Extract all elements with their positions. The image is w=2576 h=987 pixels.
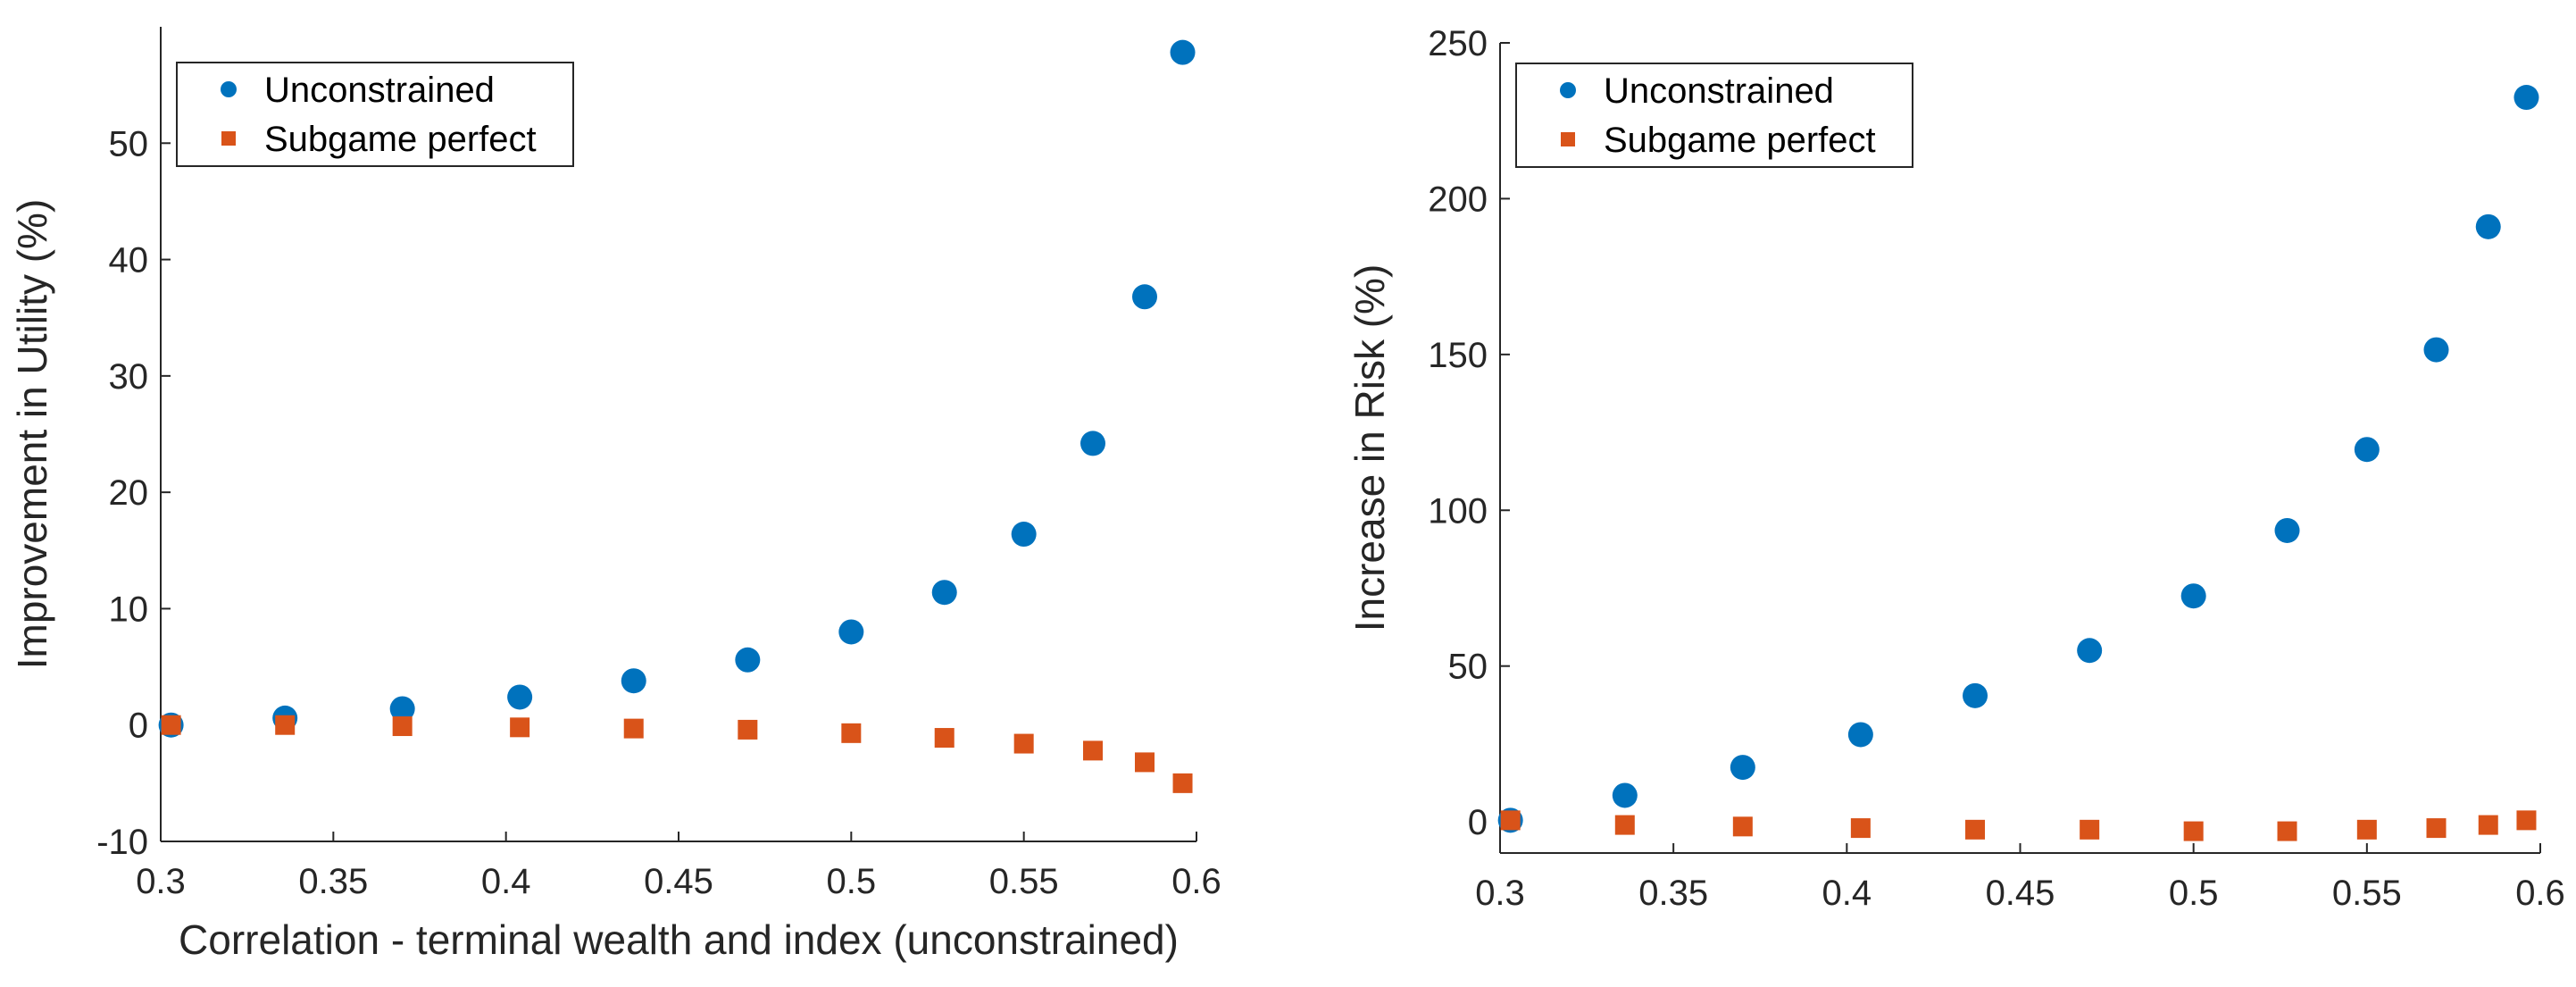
point-subgame-perfect: [1500, 810, 1521, 831]
point-unconstrained: [2077, 638, 2103, 664]
y-tick-label: 100: [1428, 491, 1488, 531]
point-subgame-perfect: [1732, 816, 1753, 837]
point-unconstrained: [1011, 522, 1037, 548]
x-tick-label: 0.45: [644, 862, 713, 901]
y-axis-title: Increase in Risk (%): [1346, 264, 1393, 632]
y-tick-label: 150: [1428, 336, 1488, 375]
point-unconstrained: [1730, 755, 1755, 781]
x-tick-label: 0.4: [481, 862, 531, 901]
point-subgame-perfect: [510, 717, 530, 738]
legend-label-subgame-perfect: Subgame perfect: [1604, 121, 1876, 160]
point-subgame-perfect: [841, 723, 862, 743]
point-subgame-perfect: [1135, 752, 1155, 773]
point-subgame-perfect: [2478, 815, 2498, 835]
point-subgame-perfect: [2183, 821, 2204, 841]
point-unconstrained: [2180, 583, 2206, 609]
point-subgame-perfect: [2356, 819, 2377, 840]
x-tick-label: 0.55: [2332, 874, 2402, 913]
legend-label-subgame-perfect: Subgame perfect: [264, 120, 537, 159]
x-tick-label: 0.35: [1638, 874, 1708, 913]
point-subgame-perfect: [1013, 733, 1034, 754]
point-unconstrained: [621, 668, 646, 694]
x-tick-label: 0.6: [1171, 862, 1221, 901]
y-tick-label: 0: [1468, 803, 1488, 842]
point-unconstrained: [2274, 517, 2300, 543]
y-tick-label: 50: [1448, 648, 1488, 687]
chart-left-improvement-in-utility: 0.3 0.35 0.4 0.45 0.5 0.55 0.6 -10 0 10 20 30 40 50 Im…: [9, 27, 1221, 963]
point-unconstrained: [931, 580, 957, 606]
point-unconstrained: [2475, 213, 2501, 239]
x-tick-label: 0.5: [2169, 874, 2219, 913]
point-subgame-perfect: [2426, 818, 2447, 839]
y-tick-label: 50: [109, 124, 149, 163]
point-unconstrained: [1080, 431, 1105, 456]
point-unconstrained: [507, 684, 533, 710]
legend-marker-unconstrained: [1560, 82, 1576, 98]
point-unconstrained: [1132, 284, 1157, 310]
point-unconstrained: [389, 696, 415, 722]
point-subgame-perfect: [275, 715, 296, 735]
point-subgame-perfect: [1172, 773, 1193, 793]
x-tick-label: 0.35: [298, 862, 368, 901]
x-tick-label: 0.4: [1822, 874, 1872, 913]
y-tick-label: 20: [109, 473, 149, 513]
legend-box: [1515, 63, 1913, 168]
point-subgame-perfect: [1614, 815, 1635, 835]
point-subgame-perfect: [2277, 821, 2297, 841]
y-tick-label: 250: [1428, 24, 1488, 63]
point-unconstrained: [1963, 682, 1988, 708]
point-subgame-perfect: [934, 728, 955, 749]
point-subgame-perfect: [1850, 818, 1871, 839]
chart-right-increase-in-risk: 0.3 0.35 0.4 0.45 0.5 0.55 0.6 0 50 100 150 200 250 I…: [1346, 24, 2565, 913]
point-unconstrained: [1847, 722, 1873, 748]
point-unconstrained: [735, 647, 761, 673]
point-subgame-perfect: [392, 716, 413, 737]
point-unconstrained: [2354, 437, 2380, 463]
point-unconstrained: [838, 619, 864, 645]
y-tick-label: 40: [109, 241, 149, 280]
point-unconstrained: [2513, 85, 2539, 111]
point-subgame-perfect: [1965, 819, 1986, 840]
legend-label-unconstrained: Unconstrained: [1604, 71, 1834, 111]
x-tick-label: 0.5: [827, 862, 877, 901]
legend-marker-unconstrained: [221, 81, 237, 97]
y-axis-title: Improvement in Utility (%): [9, 199, 55, 670]
legend-marker-subgame-perfect: [221, 131, 236, 146]
point-subgame-perfect: [2516, 810, 2537, 831]
y-tick-label: 0: [129, 707, 148, 746]
y-tick-label: -10: [96, 823, 148, 862]
y-tick-label: 10: [109, 590, 149, 629]
x-tick-label: 0.45: [1986, 874, 2055, 913]
x-axis-title: Correlation - terminal wealth and index …: [179, 916, 1179, 963]
point-unconstrained: [1170, 39, 1196, 65]
point-unconstrained: [1612, 782, 1638, 808]
point-subgame-perfect: [1083, 740, 1103, 761]
x-tick-label: 0.6: [2515, 874, 2565, 913]
y-tick-label: 30: [109, 357, 149, 397]
point-subgame-perfect: [738, 719, 758, 740]
x-tick-label: 0.55: [989, 862, 1059, 901]
point-subgame-perfect: [2080, 819, 2100, 840]
legend-marker-subgame-perfect: [1561, 132, 1575, 146]
point-subgame-perfect: [623, 718, 644, 739]
point-unconstrained: [2423, 337, 2449, 363]
x-tick-label: 0.3: [136, 862, 186, 901]
x-tick-label: 0.3: [1475, 874, 1525, 913]
legend-box: [176, 62, 574, 167]
point-subgame-perfect: [161, 715, 181, 735]
legend-label-unconstrained: Unconstrained: [264, 71, 495, 110]
y-tick-label: 200: [1428, 180, 1488, 219]
